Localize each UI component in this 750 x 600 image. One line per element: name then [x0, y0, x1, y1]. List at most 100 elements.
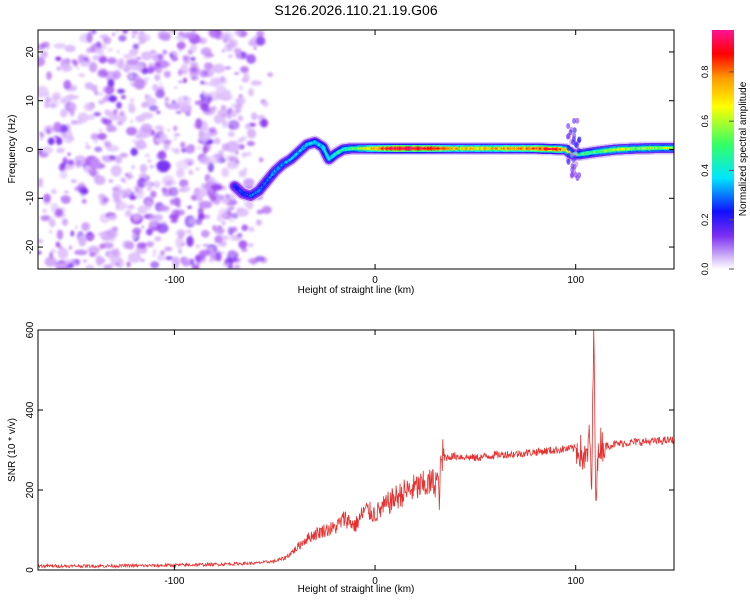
- noise-speckle: [181, 242, 185, 246]
- noise-speckle: [56, 229, 64, 240]
- noise-speckle: [141, 225, 144, 229]
- noise-speckle: [175, 229, 187, 237]
- noise-speckle: [106, 57, 117, 65]
- noise-speckle: [127, 204, 135, 210]
- noise-speckle: [55, 56, 62, 62]
- y-tick-label: 200: [25, 481, 36, 498]
- noise-speckle: [38, 183, 44, 188]
- noise-speckle: [248, 88, 254, 97]
- noise-speckle: [113, 184, 123, 194]
- noise-speckle: [222, 262, 231, 267]
- noise-speckle: [175, 168, 185, 178]
- noise-speckle: [130, 119, 134, 124]
- noise-speckle: [156, 110, 161, 115]
- noise-speckle: [572, 127, 577, 134]
- noise-speckle: [85, 264, 95, 269]
- noise-speckle: [182, 103, 192, 112]
- noise-speckle: [94, 90, 99, 96]
- x-tick-label: 100: [567, 576, 584, 587]
- snr-axes: -100 0 100 0 200 400 600: [25, 321, 674, 587]
- spectrogram-noise: [38, 30, 274, 269]
- noise-speckle: [80, 187, 89, 195]
- noise-speckle: [572, 132, 577, 139]
- noise-speckle: [197, 146, 201, 150]
- noise-speckle: [85, 145, 92, 150]
- noise-speckle: [102, 155, 107, 161]
- noise-speckle: [229, 206, 235, 210]
- noise-speckle: [175, 160, 190, 171]
- noise-speckle: [176, 41, 186, 50]
- noise-speckle: [150, 261, 160, 269]
- noise-speckle: [71, 179, 77, 183]
- noise-speckle: [156, 254, 165, 262]
- noise-speckle: [65, 59, 72, 65]
- noise-speckle: [53, 135, 59, 139]
- noise-speckle: [224, 43, 233, 52]
- snr-series-line: [38, 330, 674, 569]
- noise-speckle: [43, 125, 55, 134]
- noise-speckle: [116, 50, 120, 54]
- noise-speckle: [208, 176, 216, 184]
- noise-speckle: [190, 56, 196, 61]
- noise-speckle: [63, 259, 71, 266]
- noise-speckle: [243, 167, 248, 172]
- noise-speckle: [153, 214, 163, 221]
- noise-speckle: [173, 181, 177, 185]
- noise-speckle: [178, 49, 182, 53]
- noise-speckle: [69, 108, 75, 117]
- noise-speckle: [110, 165, 122, 177]
- noise-speckle: [250, 80, 262, 86]
- noise-speckle: [243, 75, 250, 81]
- noise-speckle: [191, 263, 200, 269]
- noise-speckle: [182, 32, 196, 39]
- noise-speckle: [199, 93, 204, 99]
- noise-speckle: [112, 70, 122, 80]
- noise-speckle: [116, 263, 120, 267]
- noise-speckle: [69, 259, 76, 266]
- noise-speckle: [106, 228, 118, 239]
- noise-speckle: [93, 112, 101, 117]
- noise-speckle: [575, 117, 580, 124]
- noise-speckle: [43, 193, 51, 203]
- noise-speckle: [88, 61, 98, 73]
- figure-title: S126.2026.110.21.19.G06: [274, 2, 437, 18]
- noise-speckle: [258, 157, 264, 163]
- noise-speckle: [81, 222, 90, 232]
- noise-speckle: [88, 231, 92, 235]
- noise-speckle: [233, 258, 238, 262]
- noise-speckle: [210, 194, 217, 202]
- noise-speckle: [39, 136, 44, 141]
- noise-speckle: [98, 99, 105, 105]
- noise-speckle: [225, 140, 240, 153]
- noise-speckle: [186, 235, 194, 247]
- noise-speckle: [267, 72, 274, 77]
- noise-speckle: [171, 56, 179, 62]
- noise-speckle: [206, 163, 211, 166]
- noise-speckle: [208, 127, 217, 133]
- noise-speckle: [215, 85, 227, 96]
- noise-speckle: [255, 219, 262, 226]
- noise-speckle: [44, 101, 50, 109]
- noise-speckle: [140, 258, 145, 262]
- noise-speckle: [83, 102, 95, 112]
- noise-speckle: [144, 94, 149, 99]
- noise-speckle: [64, 44, 76, 53]
- noise-speckle: [227, 119, 240, 131]
- noise-speckle: [117, 88, 125, 94]
- noise-speckle: [131, 232, 138, 240]
- noise-speckle: [136, 242, 147, 249]
- noise-speckle: [203, 62, 214, 70]
- noise-speckle: [183, 158, 190, 163]
- noise-speckle: [218, 149, 224, 156]
- noise-speckle: [236, 96, 246, 106]
- noise-speckle: [237, 115, 244, 122]
- noise-speckle: [47, 137, 55, 146]
- noise-speckle: [99, 194, 105, 198]
- noise-speckle: [226, 115, 232, 119]
- noise-speckle: [113, 197, 122, 203]
- y-tick-label: 20: [25, 46, 36, 58]
- noise-speckle: [119, 110, 125, 117]
- noise-speckle: [144, 153, 151, 158]
- y-tick-label: -10: [25, 191, 36, 206]
- noise-speckle: [163, 143, 169, 152]
